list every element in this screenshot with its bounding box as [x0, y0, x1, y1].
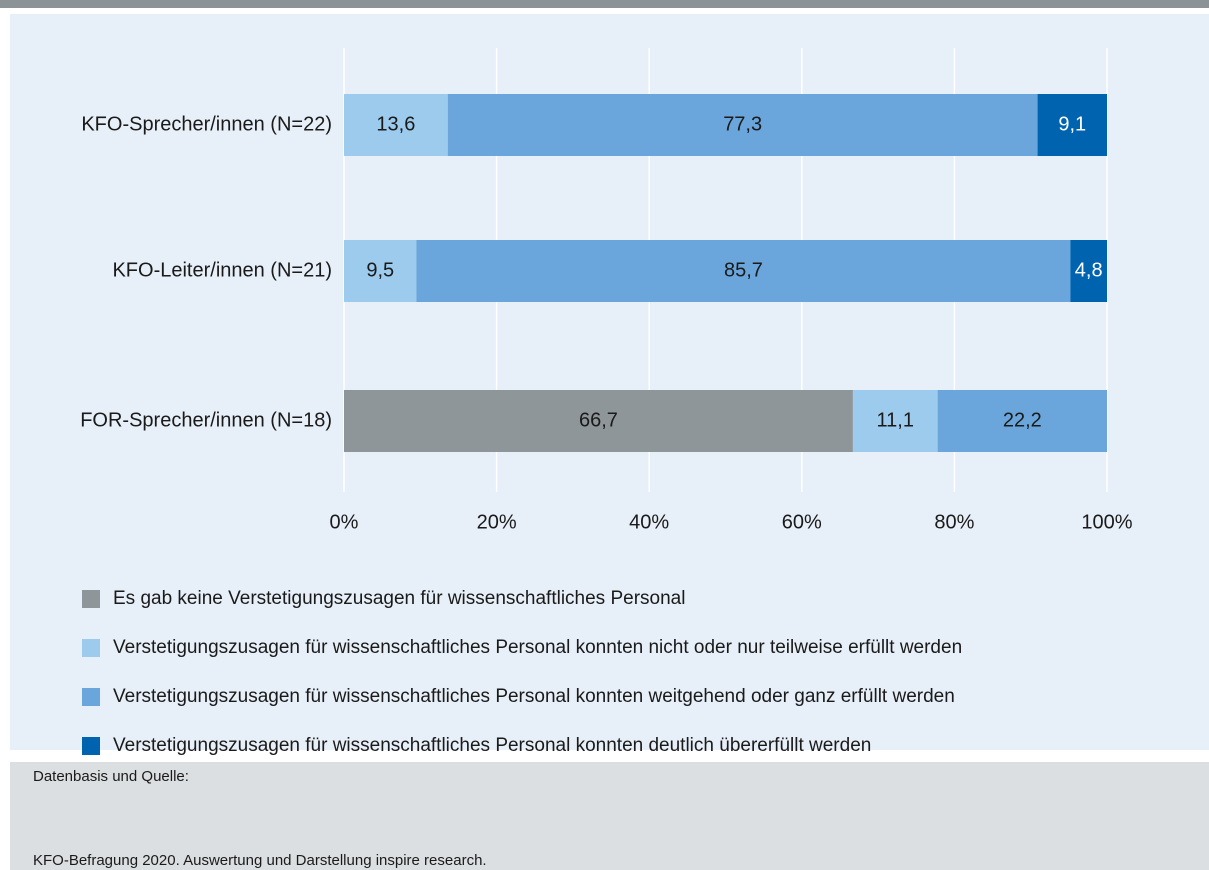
data-label: 85,7: [724, 259, 763, 281]
data-label: 66,7: [579, 409, 618, 431]
y-tick-label: FOR-Sprecher/innen (N=18): [80, 409, 332, 431]
bar-segment: [937, 390, 1107, 452]
bar-segment: [447, 94, 1038, 156]
legend-label: Verstetigungszusagen für wissenschaftlic…: [113, 686, 955, 707]
data-label: 22,2: [1003, 409, 1042, 431]
data-label: 77,3: [723, 113, 762, 135]
data-label: 13,6: [376, 113, 415, 135]
footer-heading: Datenbasis und Quelle:: [33, 768, 189, 785]
legend-swatch: [82, 737, 100, 755]
bar-segment: [416, 240, 1071, 302]
legend-swatch: [82, 590, 100, 608]
bar-segment: [852, 390, 938, 452]
y-tick-label: KFO-Sprecher/innen (N=22): [81, 113, 332, 135]
x-tick-label: 40%: [629, 511, 669, 533]
legend-label: Verstetigungszusagen für wissenschaftlic…: [113, 637, 962, 658]
footer-panel: [10, 762, 1209, 870]
x-tick-label: 0%: [330, 511, 359, 533]
bar-segment: [1070, 240, 1107, 302]
footer-source: KFO-Befragung 2020. Auswertung und Darst…: [33, 852, 487, 869]
bar-segment: [344, 390, 853, 452]
legend-swatch: [82, 688, 100, 706]
legend-label: Es gab keine Verstetigungszusagen für wi…: [113, 588, 685, 609]
top-bar: [0, 0, 1209, 8]
data-label: 9,5: [366, 259, 394, 281]
data-label: 9,1: [1058, 113, 1086, 135]
x-tick-label: 20%: [477, 511, 517, 533]
bar-segment: [344, 240, 417, 302]
bar-segment: [344, 94, 448, 156]
bar-segment: [1037, 94, 1107, 156]
legend-swatch: [82, 639, 100, 657]
x-tick-label: 60%: [782, 511, 822, 533]
y-tick-label: KFO-Leiter/innen (N=21): [112, 259, 332, 281]
data-label: 4,8: [1075, 259, 1103, 281]
data-label: 11,1: [877, 409, 914, 431]
legend-label: Verstetigungszusagen für wissenschaftlic…: [113, 735, 871, 756]
x-tick-label: 100%: [1081, 511, 1132, 533]
x-tick-label: 80%: [934, 511, 974, 533]
